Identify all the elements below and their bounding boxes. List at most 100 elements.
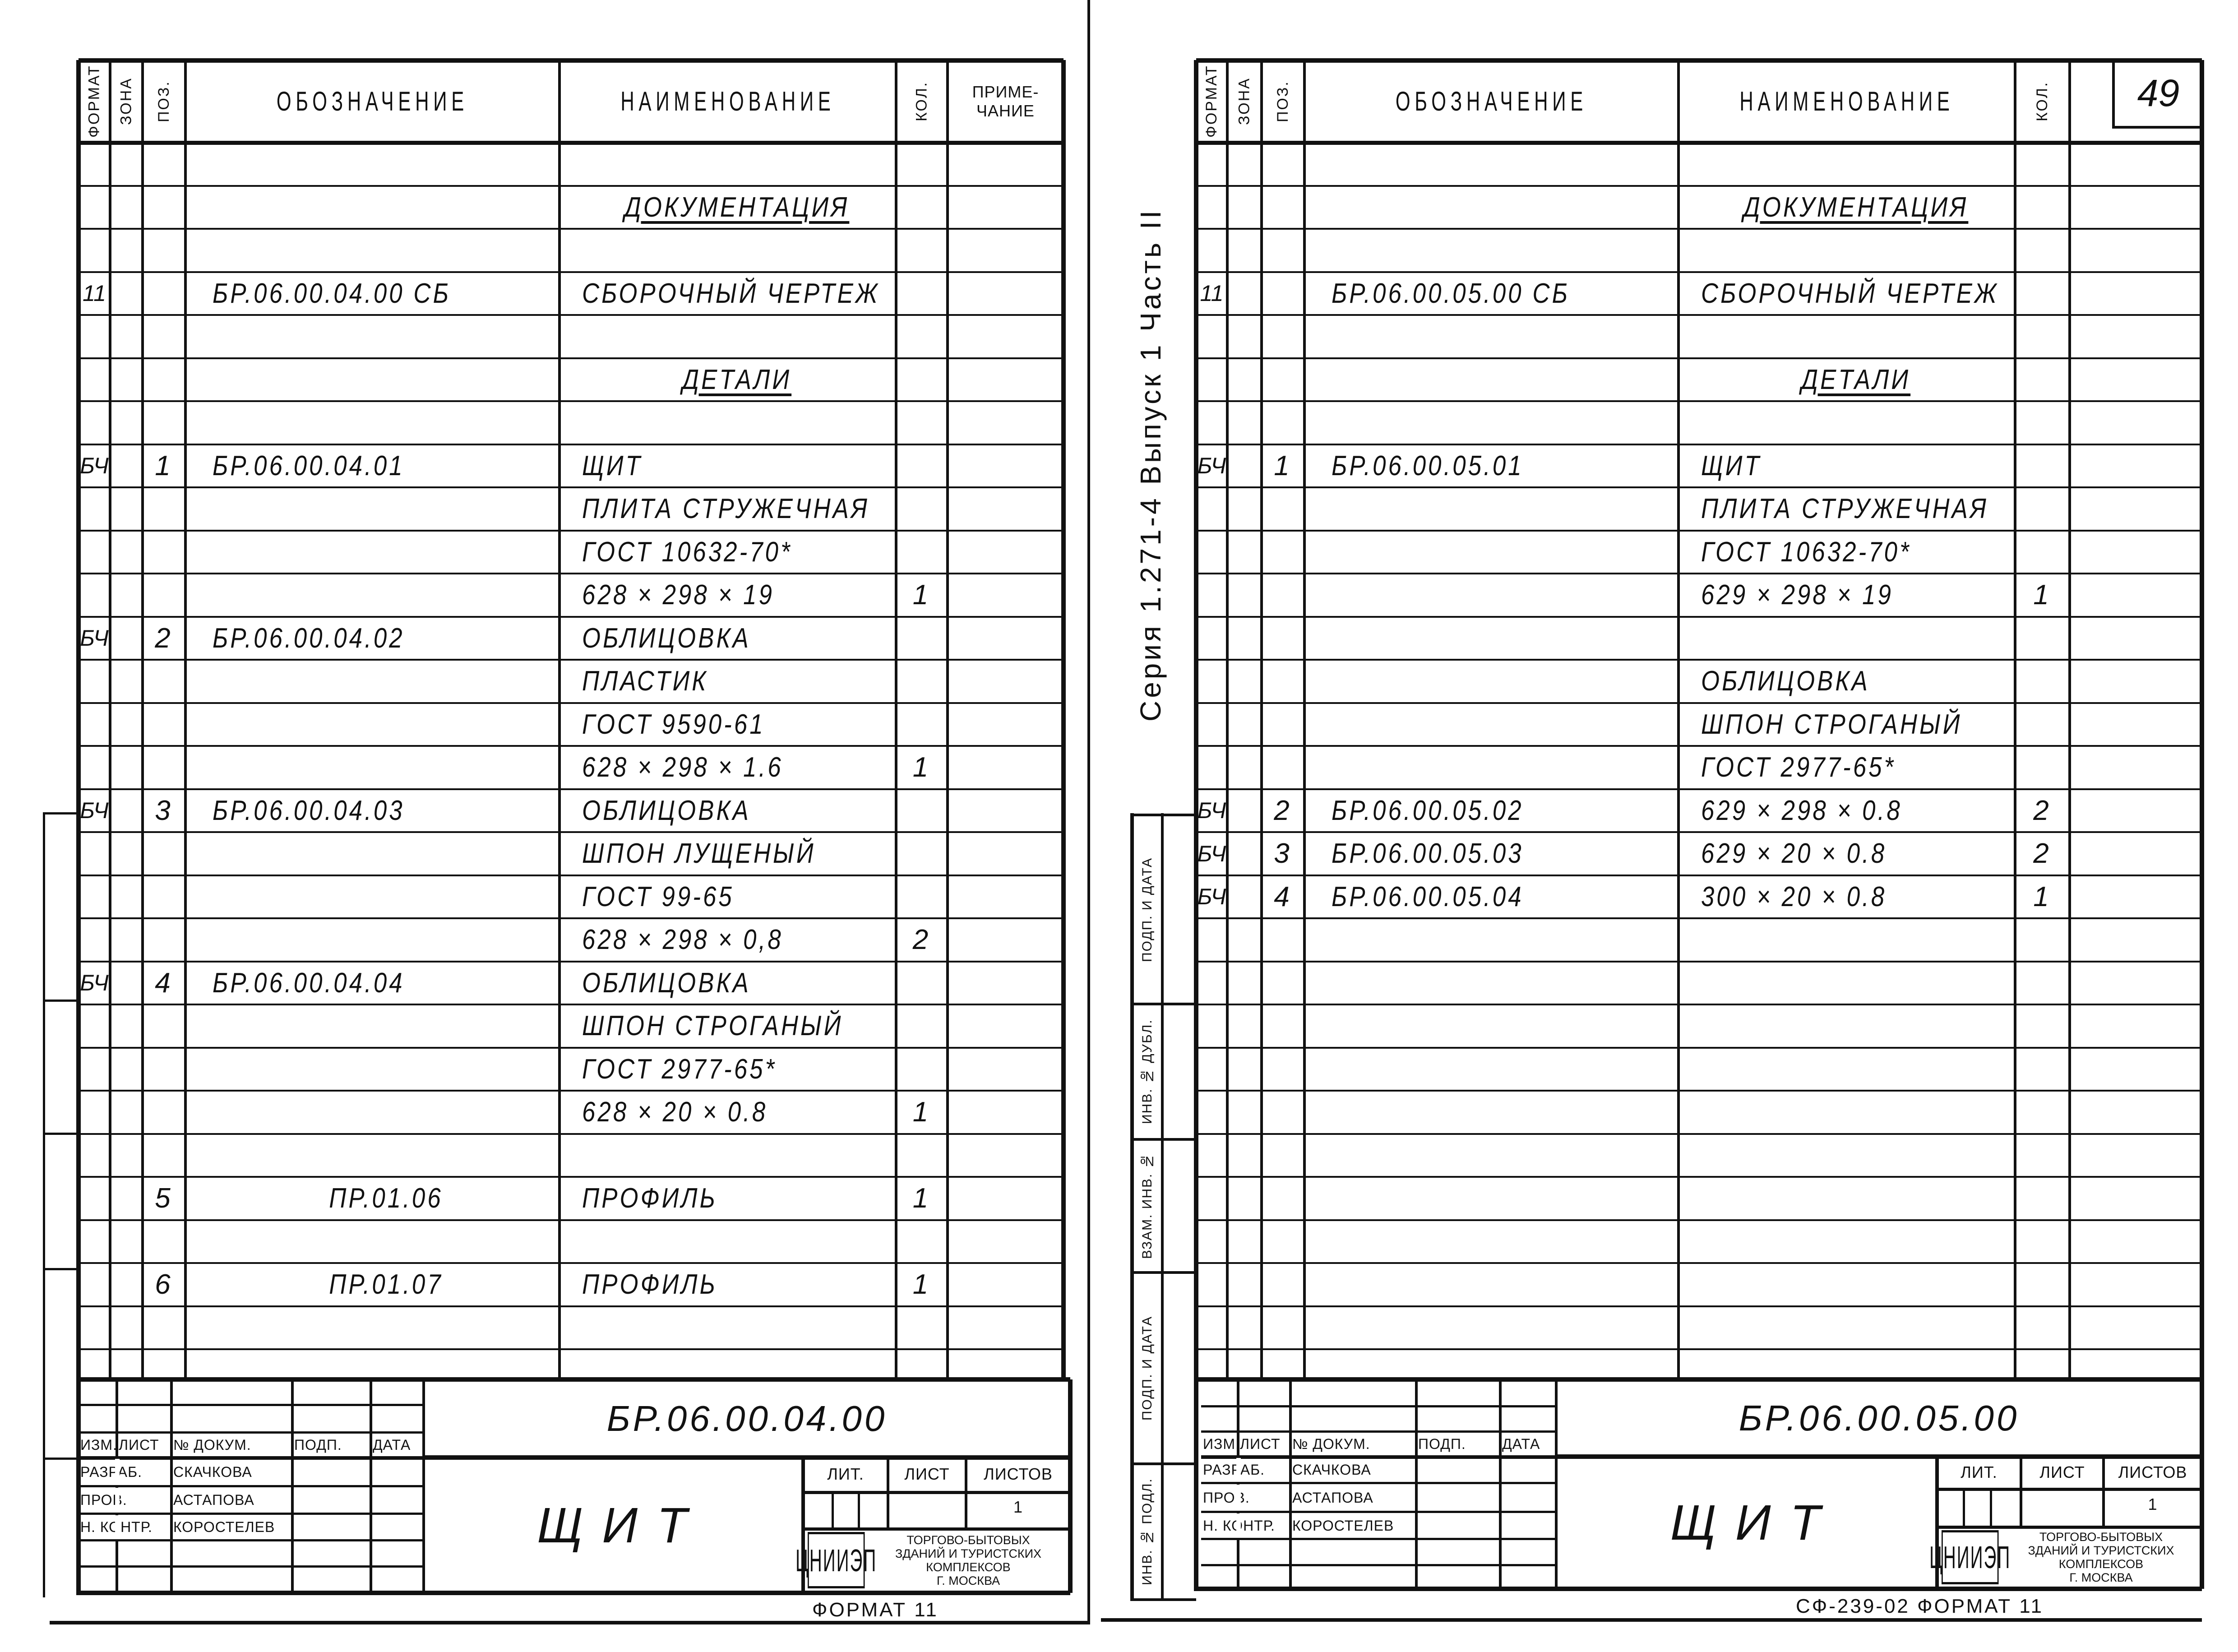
rule-line — [141, 60, 144, 1379]
row-name: 300 × 20 × 0.8 — [1701, 881, 1887, 912]
row-designation: БР.06.00.04.00 СБ — [213, 278, 451, 309]
header-designation: Обозначение — [276, 86, 469, 116]
row-qty: 1 — [912, 752, 931, 783]
rule-line — [422, 1379, 425, 1593]
row-name: Плита стружечная — [582, 493, 869, 525]
rule-line — [1226, 60, 1229, 1379]
rule-line — [1201, 1405, 1556, 1407]
org-name-line: г. Москва — [2069, 1571, 2133, 1584]
rule-line — [50, 1621, 1087, 1624]
row-pos: 3 — [155, 795, 173, 826]
row-designation: БР.06.00.05.04 — [1332, 881, 1524, 912]
rule-line — [2112, 60, 2115, 128]
row-format: БЧ — [1197, 841, 1226, 866]
rule-line — [801, 1458, 805, 1593]
rule-line — [1194, 1587, 2202, 1591]
row-qty: 1 — [2033, 881, 2052, 912]
header-pos: Поз. — [1274, 80, 1291, 122]
row-name: Сборочный чертеж — [1701, 278, 1999, 309]
rule-line — [79, 1133, 1064, 1135]
rule-line — [1196, 1219, 2202, 1221]
header-qty: Кол. — [2034, 81, 2051, 122]
rule-line — [184, 60, 187, 1379]
rule-line — [1130, 1271, 1196, 1274]
rule-line — [79, 228, 1064, 230]
rule-line — [1196, 185, 2202, 187]
title-col-label: Изм. — [80, 1437, 117, 1453]
role-span — [1236, 1513, 1241, 1538]
org-name: Торгово-бытовых зданий и туристских компле… — [2005, 1530, 2197, 1584]
rule-line — [1061, 60, 1066, 1379]
org-name-line: комплексов — [926, 1560, 1011, 1574]
rule-line — [76, 1377, 1070, 1382]
row-format: БЧ — [1197, 884, 1226, 910]
row-pos: 1 — [1274, 450, 1292, 481]
doc-title: Щ и т — [1670, 1495, 1823, 1550]
rule-line — [1101, 1618, 2202, 1622]
rule-line — [1303, 60, 1306, 1379]
staff-role: Н. контр. — [80, 1519, 153, 1535]
title-col-label: Лист — [1240, 1436, 1281, 1452]
rule-line — [1130, 1462, 1196, 1465]
rule-line — [1196, 702, 2202, 704]
rule-line — [1196, 486, 2202, 488]
row-qty: 1 — [912, 1097, 931, 1128]
rule-line — [79, 831, 1064, 833]
doc-designation: БР.06.00.05.00 — [1739, 1397, 2020, 1438]
staff-role: Пров. — [1203, 1489, 1250, 1506]
rule-line — [79, 1456, 424, 1460]
row-pos: 2 — [155, 622, 173, 654]
rule-line — [43, 1133, 79, 1135]
row-name: Пластик — [582, 666, 708, 697]
staff-role: Пров. — [80, 1492, 127, 1508]
row-designation: БР.06.00.05.00 СБ — [1332, 278, 1570, 309]
rule-line — [79, 1305, 1064, 1307]
sheets-total: 1 — [2148, 1495, 2158, 1513]
rule-line — [1196, 314, 2202, 316]
row-designation: БР.06.00.04.01 — [213, 450, 405, 481]
rule-line — [43, 812, 79, 814]
rule-line — [1196, 357, 2202, 359]
rule-line — [43, 1458, 79, 1460]
page-number: 49 — [2137, 71, 2180, 114]
rule-line — [1196, 615, 2202, 618]
rule-line — [79, 573, 1064, 574]
rule-line — [79, 400, 1064, 402]
rule-line — [1499, 1379, 1502, 1589]
row-designation: БР.06.00.04.03 — [213, 795, 405, 826]
rule-line — [1196, 874, 2202, 876]
rule-line — [1201, 1564, 1556, 1566]
sheets-label: Листов — [984, 1465, 1053, 1483]
rule-line — [1937, 1488, 2202, 1491]
rule-line — [1196, 529, 2202, 532]
rule-line — [43, 1000, 79, 1002]
rule-line — [1196, 400, 2202, 402]
title-col-label: Подп. — [294, 1437, 342, 1453]
row-designation: БР.06.00.05.03 — [1332, 838, 1524, 870]
role-span — [115, 1488, 120, 1513]
org-name-line: Торгово-бытовых — [2039, 1530, 2163, 1544]
rule-line — [79, 58, 1064, 63]
rule-line — [43, 1268, 79, 1270]
row-name: ГОСТ 9590-61 — [582, 708, 765, 740]
row-format: БЧ — [80, 625, 109, 651]
rule-line — [1194, 1377, 2202, 1382]
rule-line — [1415, 1379, 1418, 1589]
rule-line — [803, 1527, 1070, 1531]
rule-line — [79, 960, 1064, 963]
rule-line — [1196, 443, 2202, 445]
staff-role: Разраб. — [80, 1463, 142, 1480]
rule-line — [832, 1491, 834, 1527]
header-designation: Обозначение — [1395, 86, 1588, 116]
row-qty: 2 — [912, 924, 931, 956]
rule-line — [1087, 0, 1090, 1624]
row-name: Профиль — [582, 1183, 718, 1214]
row-name: Шпон лущеный — [582, 838, 816, 870]
rule-line — [1201, 1430, 1556, 1433]
rule-line — [2200, 60, 2204, 1379]
rule-line — [76, 1591, 1070, 1595]
staff-name: Астапова — [1292, 1489, 1373, 1506]
row-designation: БР.06.00.04.04 — [213, 967, 405, 999]
header-qty: Кол. — [913, 81, 930, 122]
sheet-label: Лист — [2039, 1462, 2085, 1481]
